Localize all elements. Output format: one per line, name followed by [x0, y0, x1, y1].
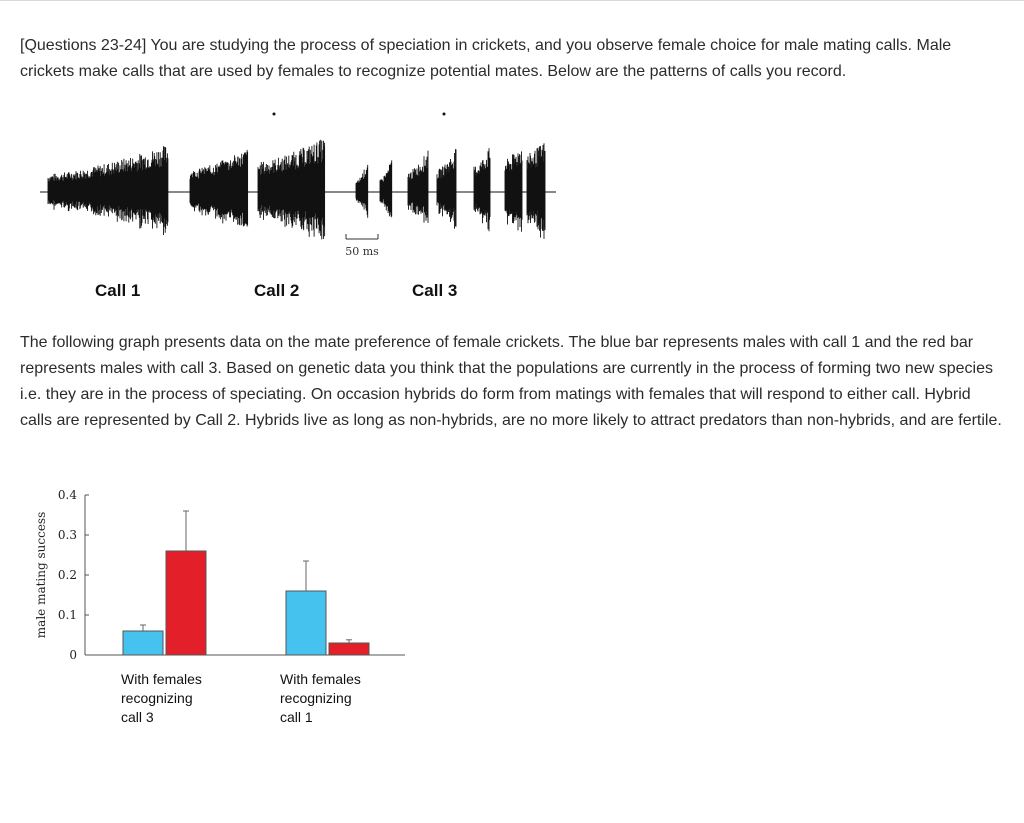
waveform-burst — [257, 139, 326, 240]
waveform-burst — [526, 143, 546, 239]
waveform-burst — [47, 146, 169, 235]
waveform-marker — [272, 112, 276, 116]
waveform-bursts — [40, 112, 556, 240]
chart-marks: 0 0.1 0.2 0.3 0.4 — [58, 488, 405, 662]
y-tick-label: 0.3 — [58, 528, 77, 542]
scale-label: 50 ms — [345, 245, 379, 258]
mating-success-chart: male mating success 0 0.1 0.2 0.3 0.4 — [34, 488, 405, 662]
bar-red — [165, 550, 207, 656]
category-line: With females — [121, 671, 202, 687]
waveform-burst — [407, 150, 429, 223]
waveform-burst — [504, 151, 523, 232]
top-divider — [0, 0, 1024, 1]
bar-blue — [285, 590, 327, 656]
category-line: With females — [280, 671, 361, 687]
y-tick-label: 0.1 — [58, 608, 77, 622]
waveform-burst — [355, 164, 369, 218]
bar-red — [328, 642, 370, 656]
category-line: call 1 — [280, 709, 313, 725]
waveform-burst — [473, 148, 491, 232]
waveform-marker — [442, 112, 446, 116]
waveform-burst — [436, 149, 457, 229]
waveform-burst — [189, 149, 249, 227]
call-3-label: Call 3 — [412, 281, 458, 300]
category-line: recognizing — [121, 690, 193, 706]
category-line: recognizing — [280, 690, 352, 706]
bar-blue — [122, 630, 164, 656]
intro-paragraph: [Questions 23-24] You are studying the p… — [20, 37, 952, 80]
call-1-label: Call 1 — [95, 281, 141, 300]
call-2-label: Call 2 — [254, 281, 300, 300]
y-tick-label: 0.4 — [58, 488, 77, 502]
y-tick-label: 0 — [69, 648, 77, 662]
y-axis-label: male mating success — [34, 512, 48, 638]
category-label-call-1: With females recognizing call 1 — [280, 670, 400, 727]
call-waveforms: 50 ms — [40, 112, 556, 258]
category-label-call-3: With females recognizing call 3 — [121, 670, 241, 727]
y-tick-label: 0.2 — [58, 568, 77, 582]
waveform-burst — [379, 160, 393, 218]
category-line: call 3 — [121, 709, 154, 725]
description-paragraph: The following graph presents data on the… — [20, 334, 1002, 429]
